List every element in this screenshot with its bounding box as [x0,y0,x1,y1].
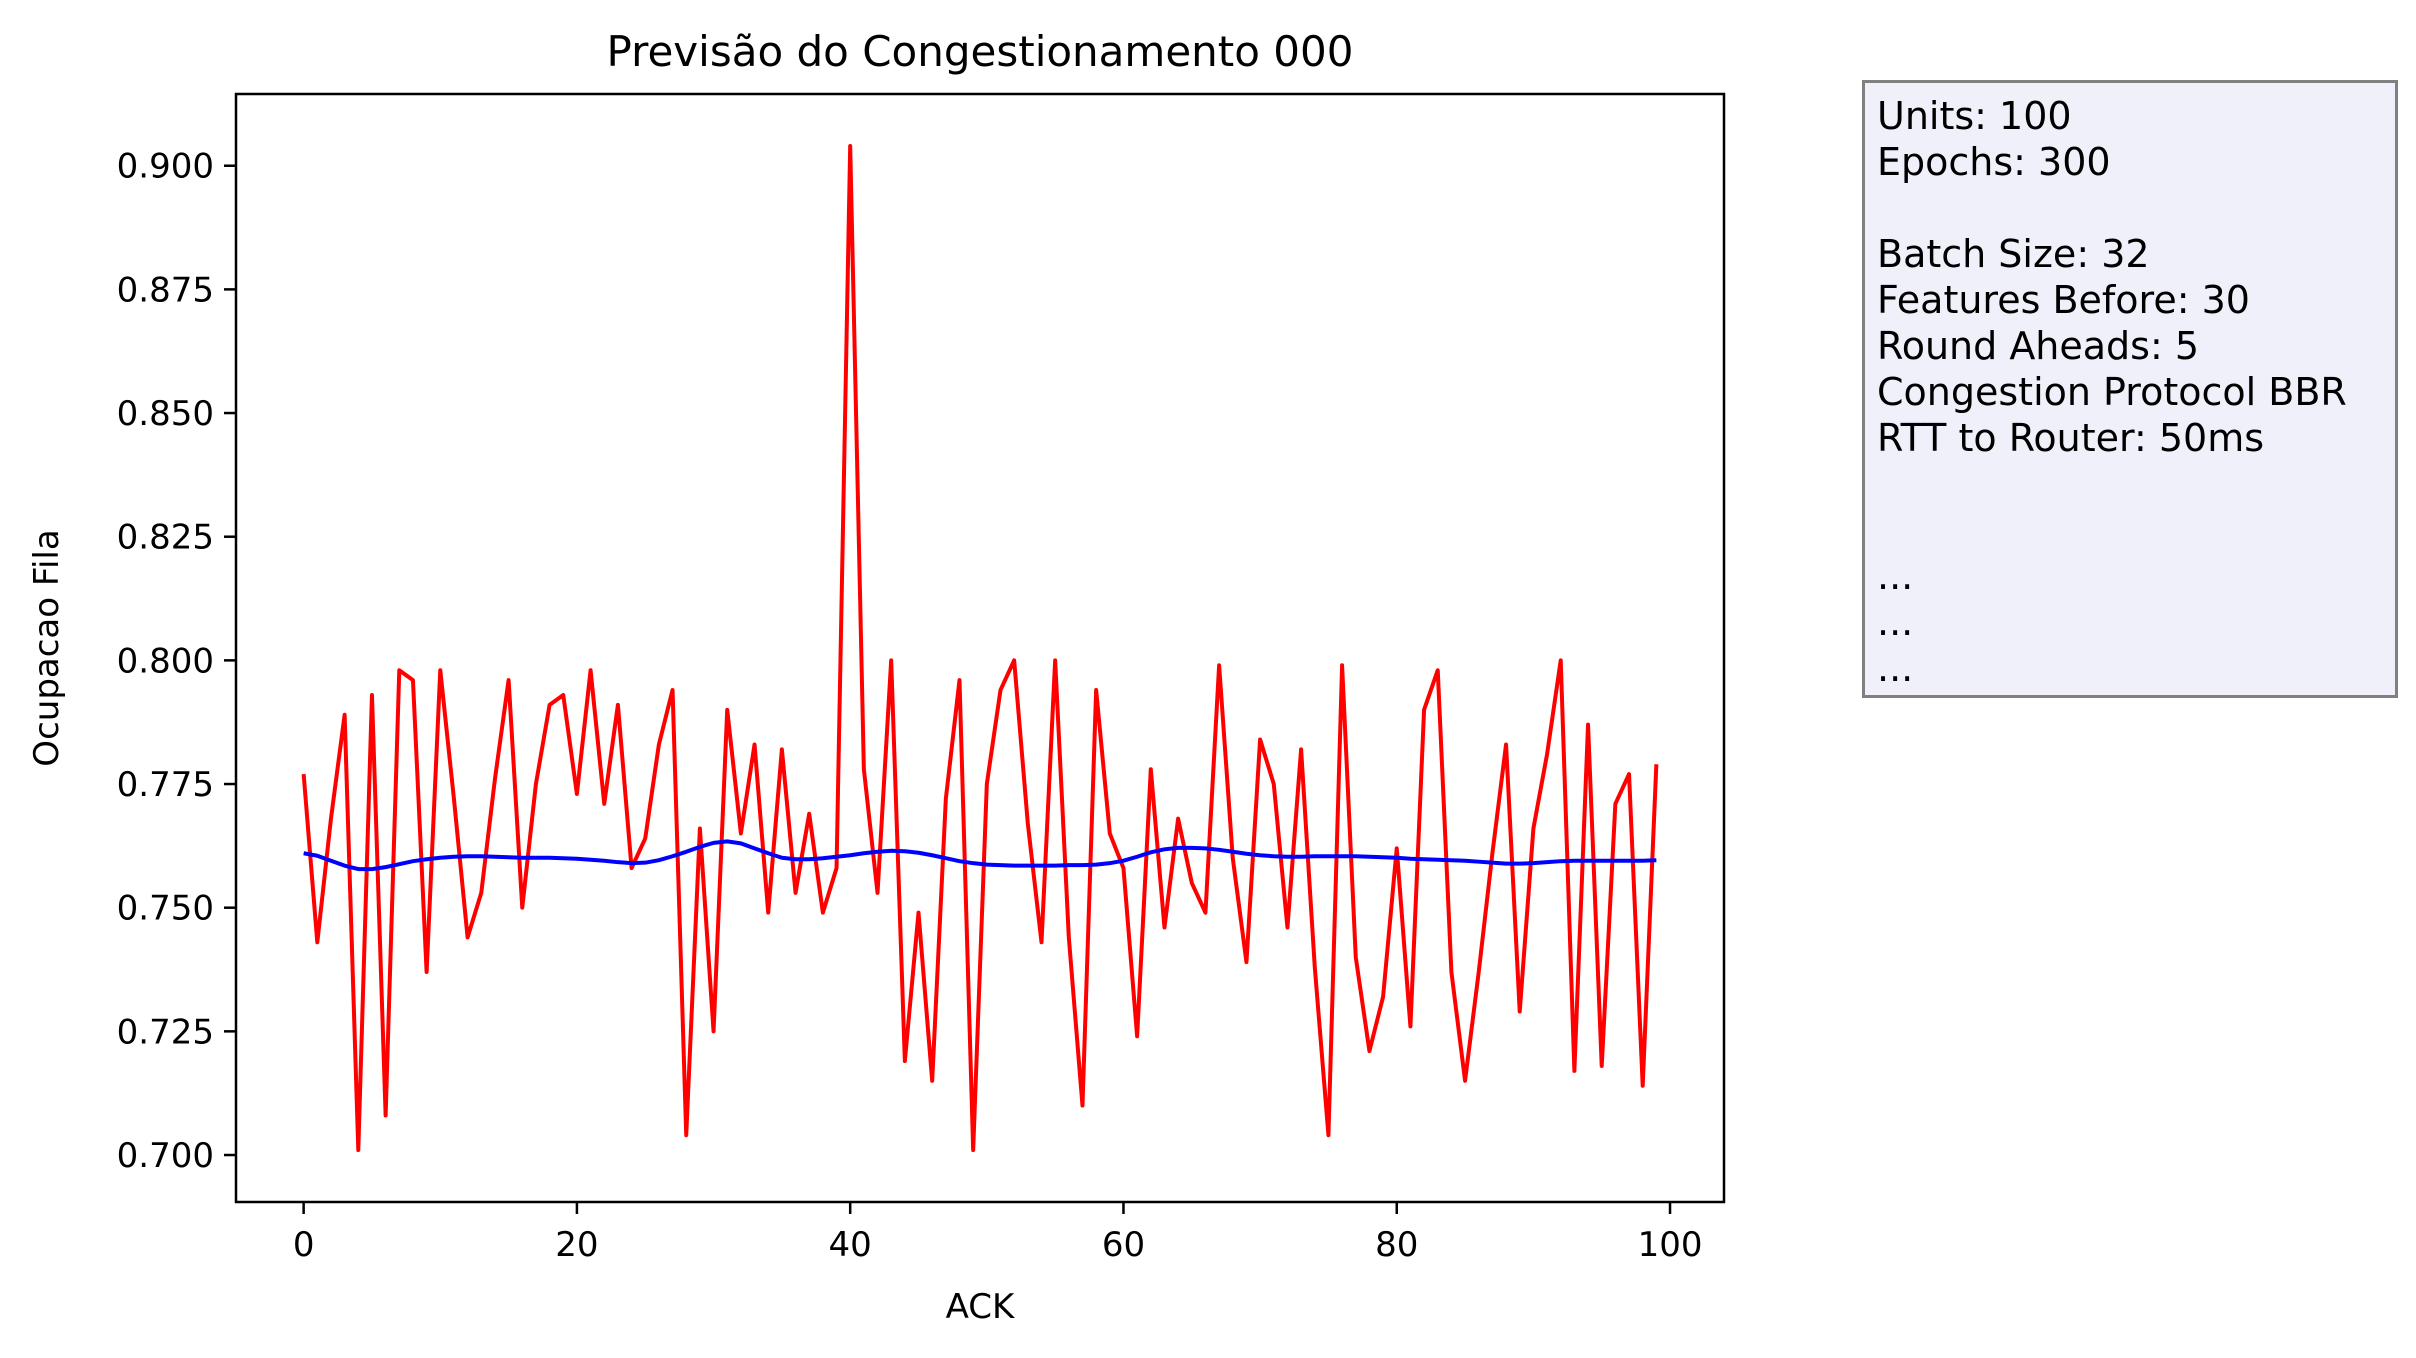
x-axis-label: ACK [946,1287,1016,1327]
series-layer [301,143,1659,1153]
series-line-0 [301,143,1659,1153]
y-axis: 0.700 0.725 0.750 0.775 0.800 0.825 0.850 0.875… [117,147,236,1176]
info-line: Units: 100 [1877,94,2072,138]
series-line-1 [303,839,1657,872]
info-line [1877,507,2383,553]
info-line: Congestion Protocol BBR [1877,370,2347,414]
y-tick-label: 0.750 [117,889,214,929]
info-line [1877,185,2383,231]
x-axis: 0 20 40 60 80 100 [293,1202,1703,1265]
plot-frame [234,92,1726,1204]
info-line: ... [1877,554,1914,598]
x-tick-label: 40 [829,1225,872,1265]
y-tick-label: 0.900 [117,147,214,187]
info-line: Round Aheads: 5 [1877,324,2200,368]
y-tick-label: 0.825 [117,518,214,558]
y-tick-label: 0.775 [117,765,214,805]
x-tick-label: 80 [1375,1225,1418,1265]
info-line: Epochs: 300 [1877,140,2111,184]
y-tick-label: 0.800 [117,641,214,681]
info-line: RTT to Router: 50ms [1877,416,2265,460]
model-info-box: Units: 100 Epochs: 300 Batch Size: 32 Featu… [1862,80,2398,698]
info-line: ... [1877,646,1914,690]
x-tick-label: 0 [293,1225,315,1265]
info-line: ... [1877,600,1914,644]
y-tick-label: 0.850 [117,394,214,434]
y-tick-label: 0.875 [117,270,214,310]
info-line [1877,461,2383,507]
info-line: Batch Size: 32 [1877,232,2150,276]
y-tick-label: 0.700 [117,1136,214,1176]
x-tick-label: 60 [1102,1225,1145,1265]
y-axis-label: Ocupacao Fila [27,529,67,766]
x-tick-label: 100 [1638,1225,1703,1265]
chart-title: Previsão do Congestionamento 000 [607,27,1354,76]
y-tick-label: 0.725 [117,1012,214,1052]
x-tick-label: 20 [555,1225,598,1265]
info-line: Features Before: 30 [1877,278,2250,322]
